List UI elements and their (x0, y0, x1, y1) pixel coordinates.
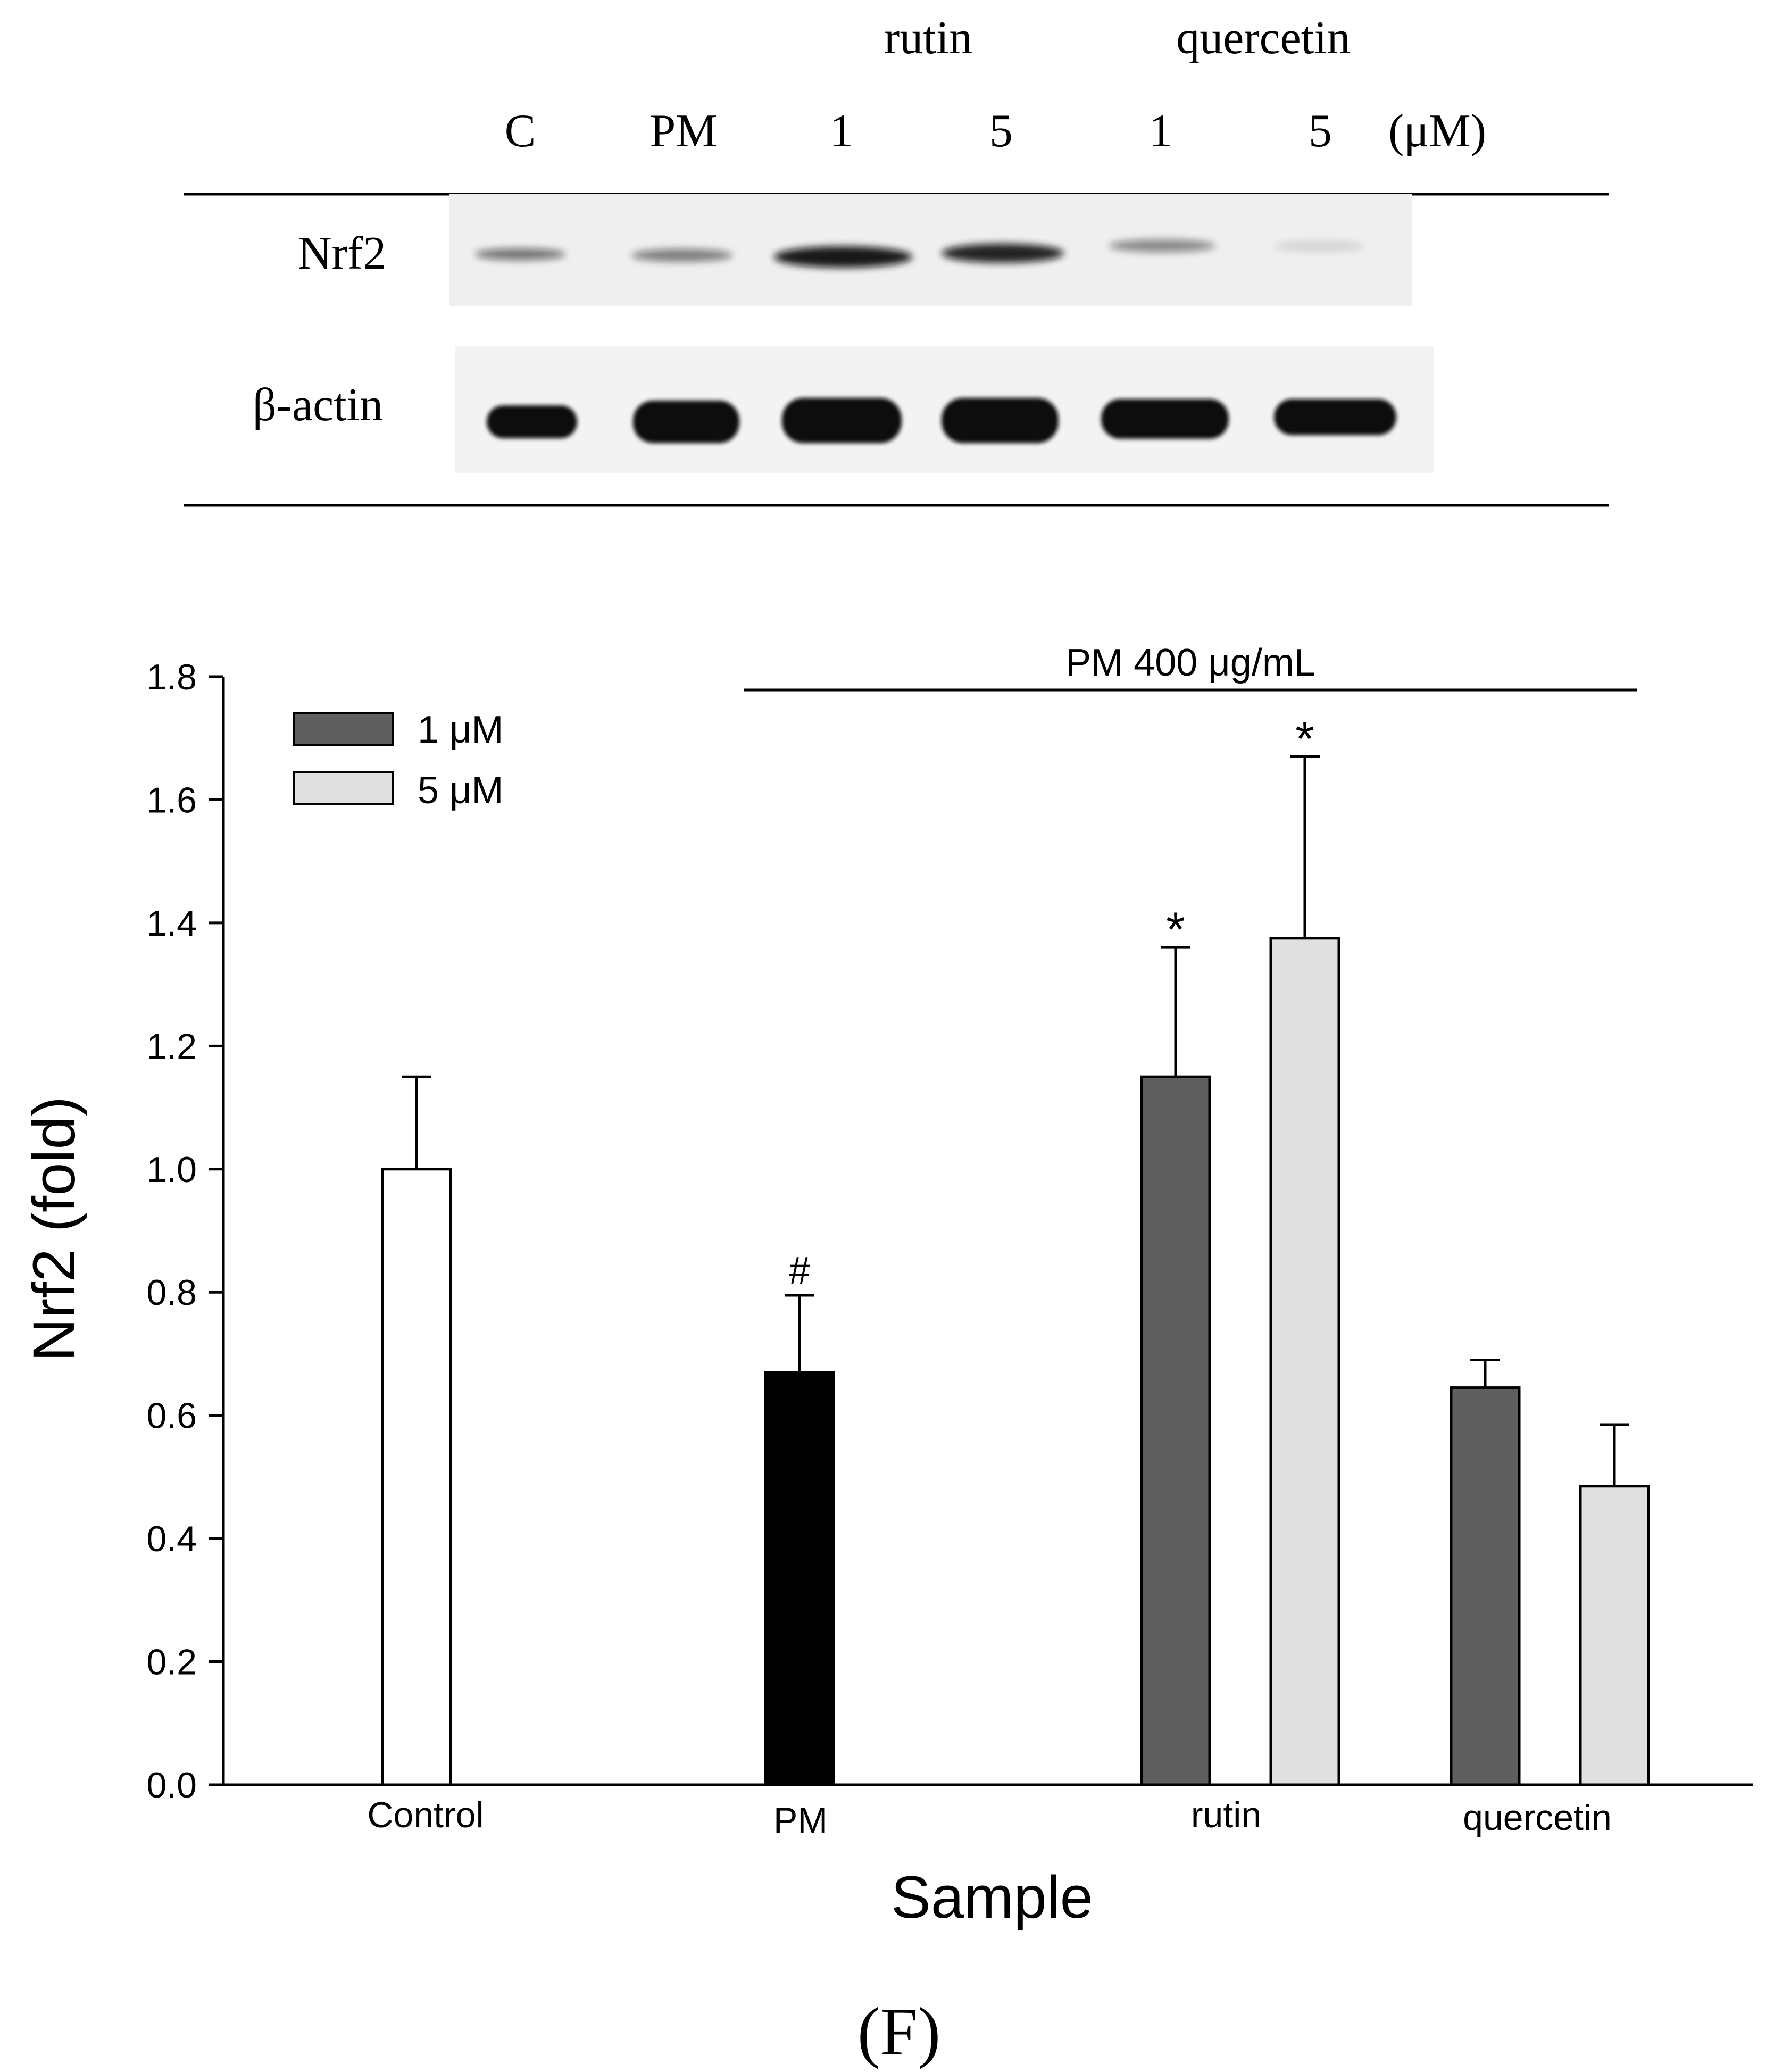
x-tick-label: PM (773, 1800, 828, 1841)
blot-lane-label: 5 (989, 105, 1013, 157)
y-tick-label: 0.6 (146, 1396, 197, 1436)
x-axis-title: Sample (891, 1864, 1093, 1930)
y-tick-label: 0.4 (146, 1519, 197, 1559)
hash-marker: # (789, 1250, 810, 1292)
y-tick-label: 1.0 (146, 1150, 197, 1190)
y-axis-ticks: 0.0 0.2 0.4 0.6 0.8 1.0 1.2 1.4 1.6 1.8 (146, 657, 223, 1805)
beta-actin-band (942, 398, 1059, 443)
bar (764, 1371, 835, 1786)
significance-marker: * (1295, 712, 1314, 766)
y-tick-label: 1.2 (146, 1026, 197, 1067)
pm-treatment-bracket: PM 400 μg/mL (744, 642, 1637, 692)
x-tick-label: quercetin (1463, 1798, 1612, 1838)
nrf2-band (942, 244, 1064, 263)
panel-label: (F) (857, 1994, 940, 2069)
beta-actin-band (633, 401, 739, 443)
significance-marker: * (1166, 903, 1185, 957)
x-tick-label: rutin (1191, 1795, 1261, 1835)
bracket-label: PM 400 μg/mL (1065, 642, 1315, 684)
y-tick-label: 0.2 (146, 1642, 197, 1683)
legend-label-5um: 5 μM (418, 769, 504, 812)
bar (1579, 1485, 1650, 1786)
bar (1140, 1075, 1211, 1786)
y-tick-label: 1.8 (146, 657, 197, 697)
nrf2-band (475, 248, 565, 260)
blot-group-label-quercetin: quercetin (1176, 12, 1350, 64)
beta-actin-band (487, 405, 577, 438)
blot-lane-label: 1 (1149, 105, 1172, 157)
bars: # * * (381, 712, 1650, 1786)
nrf2-band (1274, 241, 1364, 252)
y-tick-label: 0.8 (146, 1272, 197, 1313)
y-tick-label: 0.0 (146, 1765, 197, 1805)
blot-row-label-beta-actin: β-actin (253, 379, 383, 431)
beta-actin-bands (487, 398, 1396, 443)
blot-unit-label: (μM) (1388, 105, 1486, 157)
legend-swatch-5um (293, 771, 394, 805)
legend-label-1um: 1 μM (418, 709, 504, 751)
blot-lane-label: C (505, 105, 536, 157)
blot-lane-label: 5 (1309, 105, 1332, 157)
blot-lane-label: 1 (830, 105, 853, 157)
nrf2-bands (475, 239, 1364, 268)
bar (381, 1168, 452, 1786)
bar (1269, 937, 1340, 1786)
legend-swatch-1um (293, 712, 394, 746)
nrf2-membrane (449, 194, 1412, 306)
blot-lane-label: PM (649, 105, 717, 157)
x-tick-label: Control (367, 1795, 484, 1835)
beta-actin-band (1274, 399, 1396, 435)
nrf2-band (631, 249, 732, 262)
nrf2-band (1109, 239, 1215, 252)
y-axis-title: Nrf2 (fold) (21, 1096, 87, 1361)
nrf2-band (774, 246, 912, 268)
beta-actin-band (782, 398, 902, 443)
legend: 1 μM 5 μM (293, 709, 504, 812)
blot-group-label-rutin: rutin (884, 12, 972, 64)
western-blot-panel: rutin quercetin C PM 1 5 1 5 (μM) Nrf2 β… (184, 12, 1609, 507)
beta-actin-band (1101, 399, 1229, 439)
y-tick-label: 1.6 (146, 780, 197, 820)
bar-chart: 0.0 0.2 0.4 0.6 0.8 1.0 1.2 1.4 1.6 1.8 # * * Contr… (21, 642, 1753, 1930)
bar (1450, 1386, 1521, 1786)
blot-row-label-nrf2: Nrf2 (298, 228, 386, 279)
y-tick-label: 1.4 (146, 903, 197, 944)
